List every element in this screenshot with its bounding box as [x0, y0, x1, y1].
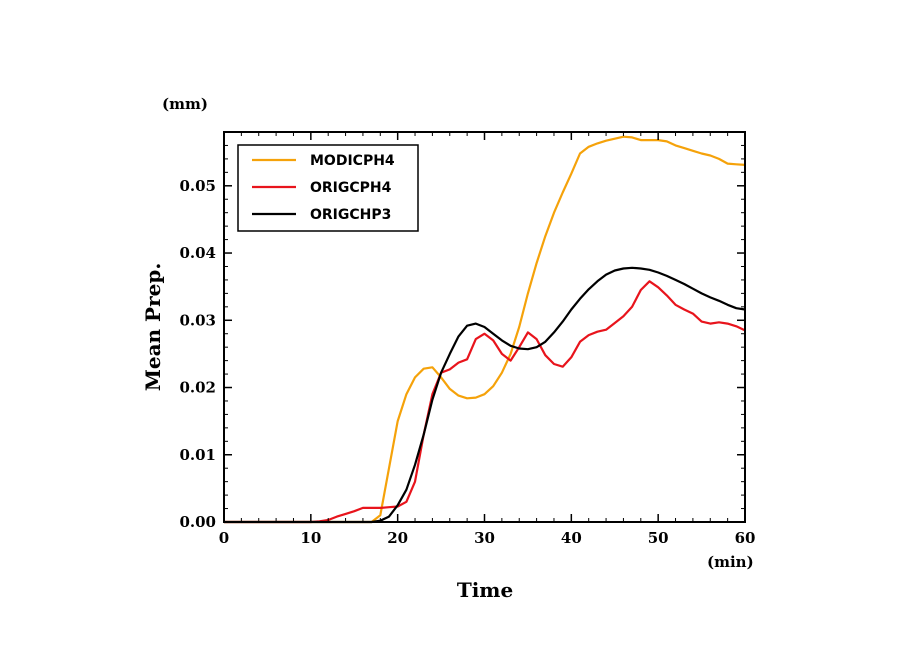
x-axis-unit: (min) — [707, 553, 754, 571]
x-tick-label: 50 — [648, 529, 669, 547]
series-line-origcph4 — [224, 280, 746, 524]
x-tick-label: 0 — [219, 529, 229, 547]
x-tick-label: 60 — [735, 529, 756, 547]
series-line-origchp3 — [224, 266, 746, 524]
x-tick-label: 30 — [474, 529, 495, 547]
y-axis-title: Mean Prep. — [141, 263, 165, 392]
y-tick-label: 0.04 — [179, 244, 216, 262]
x-tick-label: 40 — [561, 529, 582, 547]
x-tick-label: 20 — [387, 529, 408, 547]
x-axis-title: Time — [457, 578, 513, 602]
legend-label-origcph4: ORIGCPH4 — [310, 180, 392, 196]
series-layer — [224, 135, 746, 524]
y-tick-label: 0.05 — [179, 177, 216, 195]
y-axis-unit: (mm) — [162, 95, 208, 113]
tick-layer: 0 10 20 30 40 50 60 0.00 0.01 0.02 0.03 0.04 0.05 — [179, 132, 755, 547]
y-tick-label: 0.02 — [179, 379, 216, 397]
y-tick-label: 0.03 — [179, 311, 216, 329]
y-tick-label: 0.00 — [179, 513, 216, 531]
legend: MODICPH4 ORIGCPH4 ORIGCHP3 — [237, 144, 419, 232]
x-tick-label: 10 — [300, 529, 321, 547]
y-tick-label: 0.01 — [179, 446, 216, 464]
legend-label-modicph4: MODICPH4 — [310, 153, 395, 169]
legend-label-origchp3: ORIGCHP3 — [310, 207, 391, 223]
series-line-modicph4 — [224, 135, 746, 524]
